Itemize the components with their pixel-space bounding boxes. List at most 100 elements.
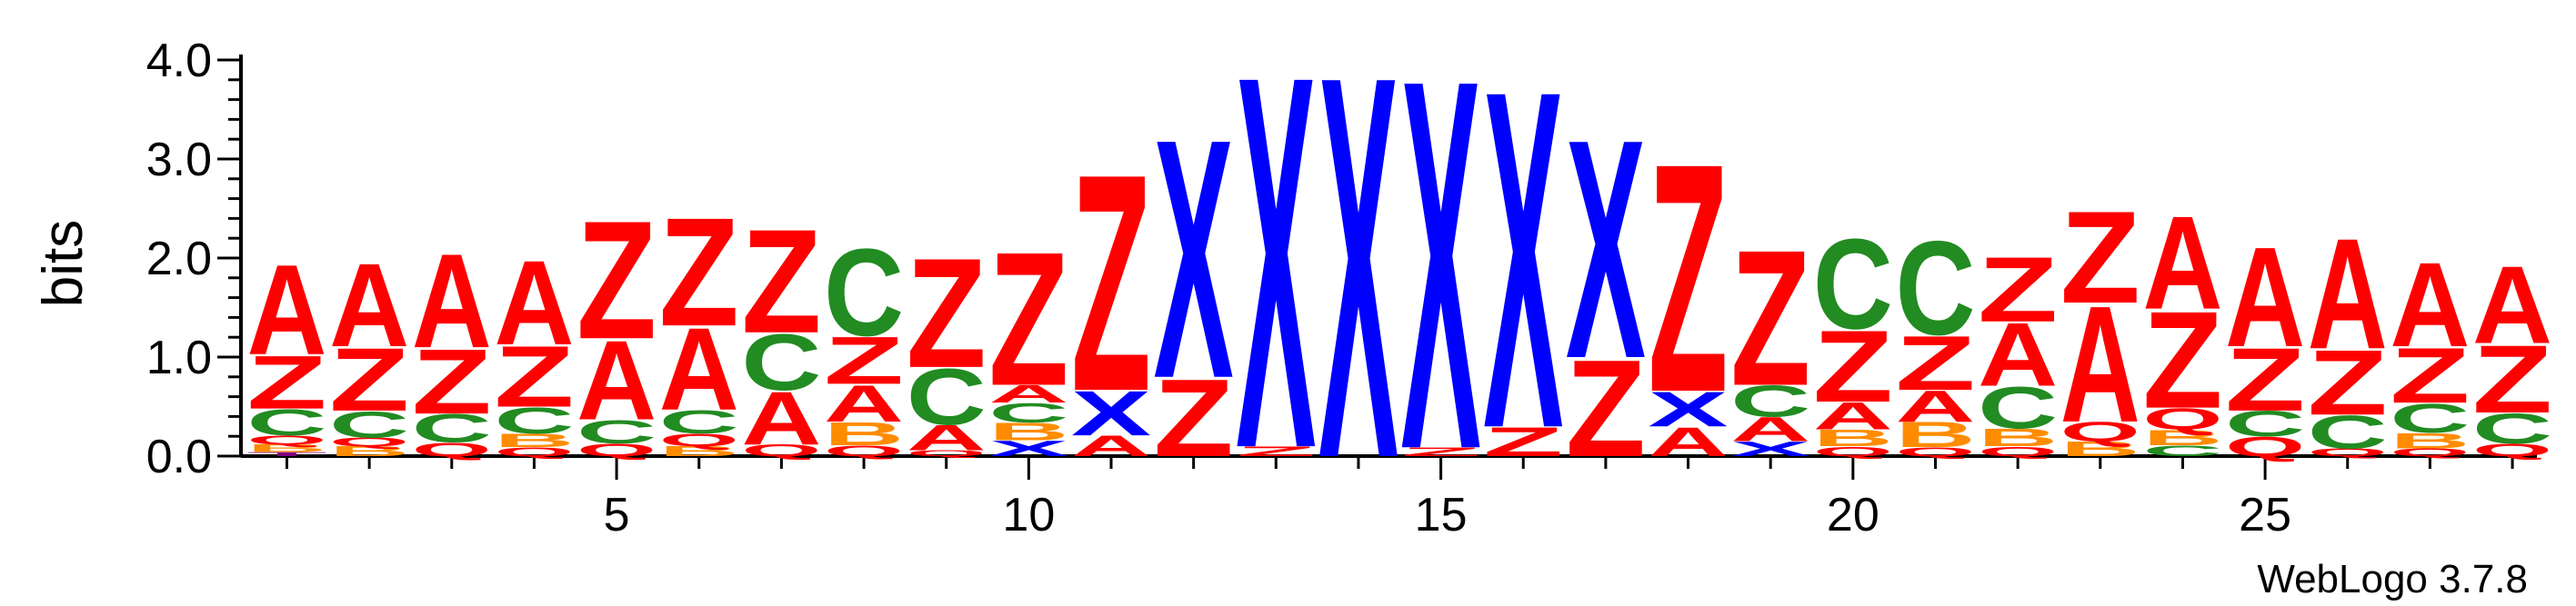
- logo-letter-c: C: [824, 224, 904, 362]
- logo-letter-q: Q: [659, 431, 739, 451]
- logo-letter-z: Z: [1649, 96, 1729, 462]
- logo-letter-c: C: [988, 398, 1068, 429]
- logo-letter-a: A: [1813, 394, 1893, 438]
- logo-letter-z: Z: [412, 331, 492, 434]
- logo-letter-q: Q: [2308, 446, 2388, 459]
- x-tick-label: 10: [1002, 489, 1055, 541]
- logo-letter-c: C: [1813, 212, 1893, 356]
- logo-letter-a: A: [412, 225, 492, 376]
- y-tick-label: 3.0: [146, 134, 212, 186]
- logo-letter-z: Z: [2390, 332, 2470, 420]
- y-tick-label: 4.0: [146, 35, 212, 87]
- logo-letter-q: Q: [907, 449, 987, 458]
- y-tick-label: 1.0: [146, 332, 212, 384]
- logo-letter-x: X: [1730, 437, 1810, 461]
- logo-letter-a: A: [247, 237, 327, 382]
- logo-letter-b: B: [2142, 425, 2222, 450]
- logo-letter-q: Q: [2225, 431, 2305, 462]
- x-tick-label: 5: [604, 489, 630, 541]
- logo-letter-q: Q: [412, 439, 492, 461]
- logo-letter-a: A: [2308, 205, 2388, 382]
- logo-letter-q: Q: [1978, 443, 2058, 459]
- y-axis: 0.0 1.0 2.0 3.0 4.0: [146, 35, 243, 483]
- logo-letter-z: Z: [1154, 356, 1234, 480]
- logo-letter-x: X: [1401, 0, 1482, 560]
- logo-letter-z: Z: [1730, 209, 1810, 426]
- x-axis: 5 10 15 20 25: [241, 454, 2537, 541]
- logo-letter-a: A: [907, 418, 987, 458]
- logo-letter-z: Z: [824, 323, 904, 398]
- logo-letter-x: X: [1154, 68, 1235, 450]
- logo-letter-z: Z: [2472, 324, 2552, 432]
- logo-letter-c: C: [2225, 404, 2305, 444]
- x-tick-label: 15: [1415, 489, 1468, 541]
- logo-letter-z: Z: [247, 340, 327, 425]
- logo-letter-z: Z: [1813, 310, 1893, 423]
- logo-letter-x: X: [1566, 75, 1647, 424]
- logo-letter-b: B: [329, 443, 409, 459]
- logo-letter-a: A: [659, 303, 739, 434]
- logo-letter-a: A: [988, 380, 1068, 408]
- logo-column: ZX: [1483, 0, 1564, 530]
- logo-letter-q: Q: [1896, 445, 1976, 459]
- logo-letter-c: C: [659, 403, 739, 441]
- logo-letter-z: Z: [2142, 283, 2222, 437]
- logo-letter-b: B: [247, 442, 327, 455]
- logo-column: ZX: [1236, 0, 1317, 561]
- logo-letter-z: Z: [1236, 443, 1316, 459]
- logo-letter-z: Z: [907, 225, 987, 401]
- logo-letter-a: A: [329, 239, 409, 372]
- logo-letter-c: C: [1896, 213, 1976, 363]
- logo-letter-z: Z: [1566, 332, 1646, 485]
- logo-letter-c: C: [247, 402, 327, 443]
- logo-letter-q: Q: [247, 433, 327, 447]
- logo-letter-a: A: [1896, 382, 1976, 432]
- logo-letter-q: Q: [2060, 416, 2140, 447]
- logo-letter-c: C: [907, 352, 987, 442]
- logo-letter-a: A: [1730, 410, 1810, 449]
- logo-letter-a: A: [2472, 243, 2552, 367]
- logo-letter-c: C: [2308, 405, 2388, 458]
- logo-letter-q: Q: [576, 440, 657, 460]
- logo-letter-c: C: [2390, 395, 2470, 442]
- logo-letter-a: A: [1649, 419, 1729, 465]
- logo-letter-z: Z: [329, 330, 409, 431]
- logo-letter-q: Q: [1813, 443, 1893, 459]
- logo-letter-z: Z: [1071, 111, 1151, 456]
- logo-letter-z: Z: [1896, 321, 1976, 407]
- logo-letter-a: A: [2142, 188, 2222, 337]
- logo-letter-c: C: [412, 406, 492, 451]
- logo-letter-q: Q: [741, 442, 821, 460]
- logo-letter-z: Z: [576, 187, 657, 375]
- logo-letter-z: Z: [2308, 332, 2388, 435]
- y-tick-label: 0.0: [146, 431, 212, 483]
- logo-column: X: [1318, 0, 1399, 572]
- logo-letter-a: A: [2225, 217, 2305, 376]
- logo-letter-x: X: [1483, 0, 1564, 530]
- logo-column: AXZ: [1649, 96, 1729, 465]
- logo-letter-a: A: [824, 374, 904, 432]
- logo-letter-a: A: [2060, 271, 2140, 457]
- logo-letter-x: X: [1236, 0, 1317, 561]
- logo-letter-q: Q: [2142, 402, 2222, 436]
- logo-letter-c: C: [741, 317, 821, 407]
- logo-letter-z: Z: [741, 198, 821, 363]
- logo-letter-b: B: [494, 430, 574, 452]
- x-tick-label: 25: [2239, 489, 2291, 541]
- logo-letter-c: C: [1730, 376, 1810, 426]
- logo-letter-b: B: [824, 416, 904, 453]
- logo-letter-q: Q: [494, 445, 574, 459]
- logo-letter-z: Z: [1401, 445, 1481, 459]
- logo-letter-c: C: [576, 413, 657, 451]
- y-tick-label: 2.0: [146, 233, 212, 285]
